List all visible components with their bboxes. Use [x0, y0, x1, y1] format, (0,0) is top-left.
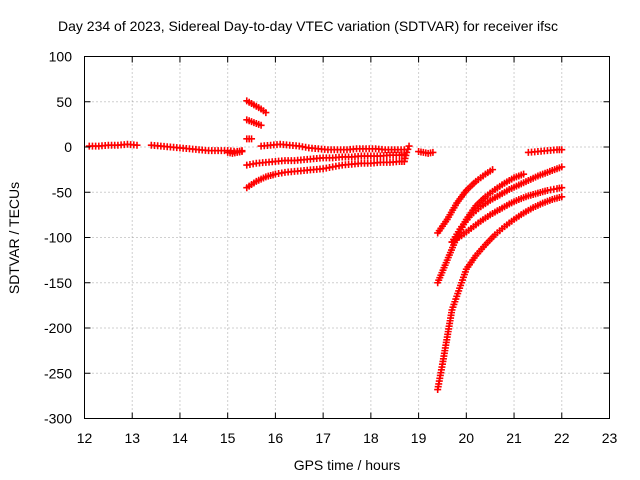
x-tick-label: 19: [411, 430, 427, 446]
x-axis-title: GPS time / hours: [294, 457, 401, 473]
series-track-d: [243, 97, 270, 117]
y-tick-label: -100: [44, 230, 72, 246]
data-point: [133, 141, 141, 149]
series-track-e: [243, 116, 265, 129]
x-tick-label: 12: [77, 430, 93, 446]
data-point: [558, 193, 566, 201]
series-track-l: [434, 166, 497, 237]
series-track-i: [243, 157, 408, 192]
x-tick-label: 22: [554, 430, 570, 446]
series-track-n: [448, 163, 566, 246]
x-tick-label: 21: [506, 430, 522, 446]
x-tick-label: 23: [602, 430, 618, 446]
data-point: [257, 121, 265, 129]
x-tick-label: 14: [172, 430, 188, 446]
y-tick-label: 0: [64, 139, 72, 155]
series-track-q: [524, 146, 566, 156]
grid: [84, 56, 610, 419]
y-tick-label: -250: [44, 365, 72, 381]
data-point: [489, 166, 497, 174]
series-track-h: [243, 150, 408, 169]
axis-ticks: [84, 56, 610, 419]
data-point: [403, 148, 411, 156]
x-tick-label: 15: [220, 430, 236, 446]
x-tick-label: 20: [459, 430, 475, 446]
data-point: [558, 163, 566, 171]
series-track-a: [85, 140, 141, 150]
series-track-o: [434, 193, 566, 394]
chart-title: Day 234 of 2023, Sidereal Day-to-day VTE…: [58, 18, 558, 34]
series-track-j: [400, 142, 413, 165]
y-tick-label: 50: [56, 94, 72, 110]
series-track-g: [257, 140, 408, 154]
x-tick-label: 17: [315, 430, 331, 446]
x-tick-labels: 12 13 14 15 16 17 18 19 20 21 22 23: [77, 430, 618, 446]
series-track-p: [448, 184, 566, 246]
y-tick-label: -300: [44, 411, 72, 427]
data-point: [238, 148, 246, 156]
data-point: [429, 148, 437, 156]
y-tick-labels: 100 50 0 -50 -100 -150 -200 -250 -300: [44, 49, 72, 427]
x-tick-label: 16: [268, 430, 284, 446]
data-point: [520, 170, 528, 178]
series-track-f: [243, 135, 256, 143]
series-track-k: [415, 148, 437, 157]
plot-frame: [84, 56, 610, 419]
x-tick-label: 18: [363, 430, 379, 446]
data-points: [85, 97, 566, 394]
data-point: [405, 142, 413, 150]
data-point: [248, 135, 256, 143]
y-tick-label: -50: [52, 184, 72, 200]
data-point: [558, 184, 566, 192]
data-point: [262, 109, 270, 117]
data-point: [404, 145, 412, 153]
data-point: [558, 146, 566, 154]
series-track-c: [224, 148, 246, 157]
y-tick-label: -200: [44, 320, 72, 336]
x-tick-label: 13: [124, 430, 140, 446]
y-tick-label: -150: [44, 275, 72, 291]
y-tick-label: 100: [49, 49, 73, 65]
y-axis-title: SDTVAR / TECUs: [6, 182, 22, 294]
